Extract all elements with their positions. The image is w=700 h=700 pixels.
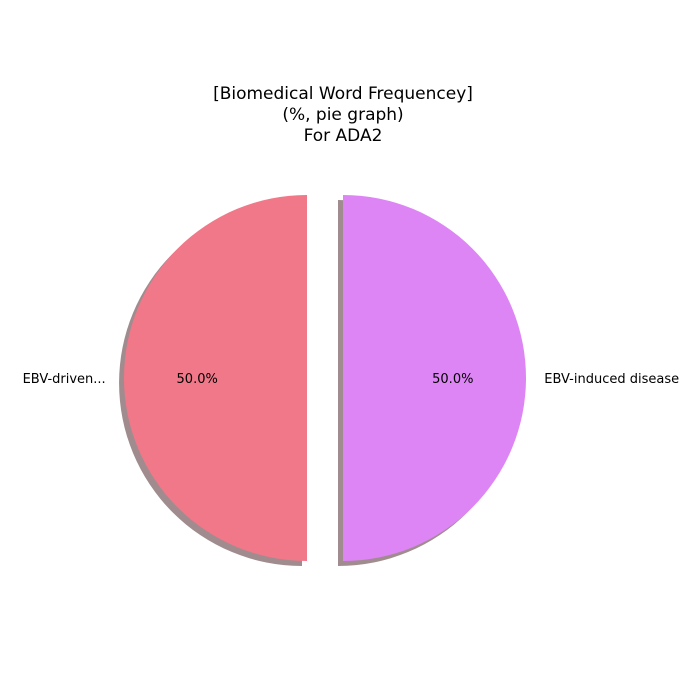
pie-slice-ebv-induced-disease <box>343 195 526 561</box>
slice-labels: EBV-driven... 50.0% EBV-induced disease 50.… <box>23 372 680 387</box>
slice-percent-ebv-induced-disease: 50.0% <box>432 372 473 387</box>
chart-title: [Biomedical Word Frequencey] (%, pie gra… <box>213 84 473 146</box>
slice-label-ebv-induced-disease: EBV-induced disease <box>544 372 679 387</box>
pie-slices <box>124 195 526 561</box>
chart-title-line-3: For ADA2 <box>304 126 383 146</box>
chart-title-line-2: (%, pie graph) <box>282 105 403 125</box>
slice-label-ebv-driven: EBV-driven... <box>23 372 106 387</box>
slice-percent-ebv-driven: 50.0% <box>177 372 218 387</box>
chart-title-line-1: [Biomedical Word Frequencey] <box>213 84 473 104</box>
pie-slice-ebv-driven <box>124 195 307 561</box>
